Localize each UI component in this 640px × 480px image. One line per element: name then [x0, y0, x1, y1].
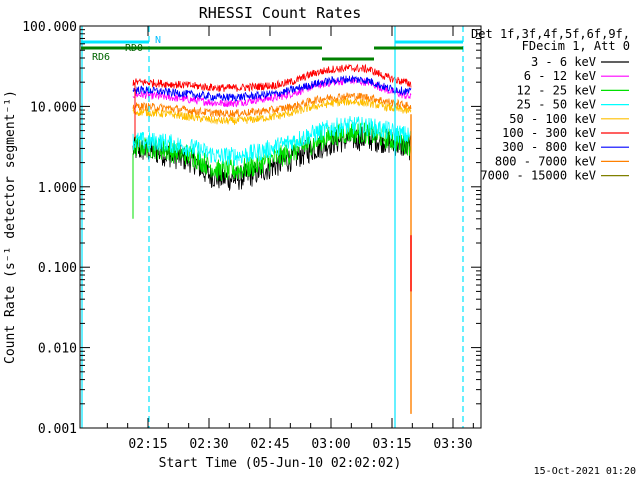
series-line-0 — [132, 126, 412, 191]
y-tick-label-4: 10.000 — [30, 100, 77, 115]
x-axis: 02:15 02:30 02:45 03:00 03:15 03:30 — [106, 26, 474, 452]
series-layer — [132, 63, 412, 414]
series-line-3 — [132, 115, 412, 167]
y-tick-label-3: 1.000 — [38, 181, 77, 196]
y-tick-label-2: 0.100 — [38, 261, 77, 276]
legend-label-2: 12 - 25 keV — [517, 83, 596, 97]
x-tick-label-2: 02:45 — [250, 437, 289, 452]
series-line-6 — [132, 74, 412, 102]
annotation-rd0: RD0 — [125, 43, 143, 54]
legend-label-5: 100 - 300 keV — [502, 126, 596, 140]
series-line-4 — [132, 97, 412, 125]
plot-area: RD6 RD0 N — [81, 26, 464, 428]
legend: Det 1f,3f,4f,5f,6f,9f, FDecim 1, Att 0 3… — [471, 27, 630, 183]
annotation-rd6: RD6 — [92, 52, 110, 63]
series-line-7 — [132, 92, 412, 119]
legend-label-0: 3 - 6 keV — [531, 55, 596, 69]
annotation-n: N — [155, 35, 161, 46]
x-tick-label-0: 02:15 — [128, 437, 167, 452]
legend-label-1: 6 - 12 keV — [524, 69, 596, 83]
legend-header-line-2: FDecim 1, Att 0 — [522, 39, 630, 53]
x-axis-label: Start Time (05-Jun-10 02:02:02) — [159, 456, 402, 471]
x-tick-label-3: 03:00 — [311, 437, 350, 452]
legend-label-4: 50 - 100 keV — [509, 112, 596, 126]
chart-title: RHESSI Count Rates — [199, 4, 362, 22]
footer-timestamp: 15-Oct-2021 01:20 — [534, 466, 636, 477]
overlay-layer: RD6 RD0 N — [81, 26, 464, 428]
x-tick-label-1: 02:30 — [189, 437, 228, 452]
legend-header-line-1: Det 1f,3f,4f,5f,6f,9f, — [471, 27, 630, 41]
y-tick-label-1: 0.010 — [38, 342, 77, 357]
legend-label-7: 800 - 7000 keV — [495, 154, 596, 168]
y-axis: 0.001 0.010 0.100 1.000 10.000 100.000 — [22, 20, 481, 437]
x-tick-label-4: 03:15 — [372, 437, 411, 452]
legend-label-3: 25 - 50 keV — [517, 98, 596, 112]
legend-label-8: 7000 - 15000 keV — [480, 169, 596, 183]
plot-frame — [79, 25, 482, 429]
legend-label-6: 300 - 800 keV — [502, 140, 596, 154]
x-tick-label-5: 03:30 — [433, 437, 472, 452]
y-axis-label: Count Rate (s⁻¹ detector segment⁻¹) — [3, 90, 18, 364]
y-tick-label-5: 100.000 — [22, 20, 77, 35]
series-line-5 — [132, 63, 412, 93]
y-tick-label-0: 0.001 — [38, 422, 77, 437]
